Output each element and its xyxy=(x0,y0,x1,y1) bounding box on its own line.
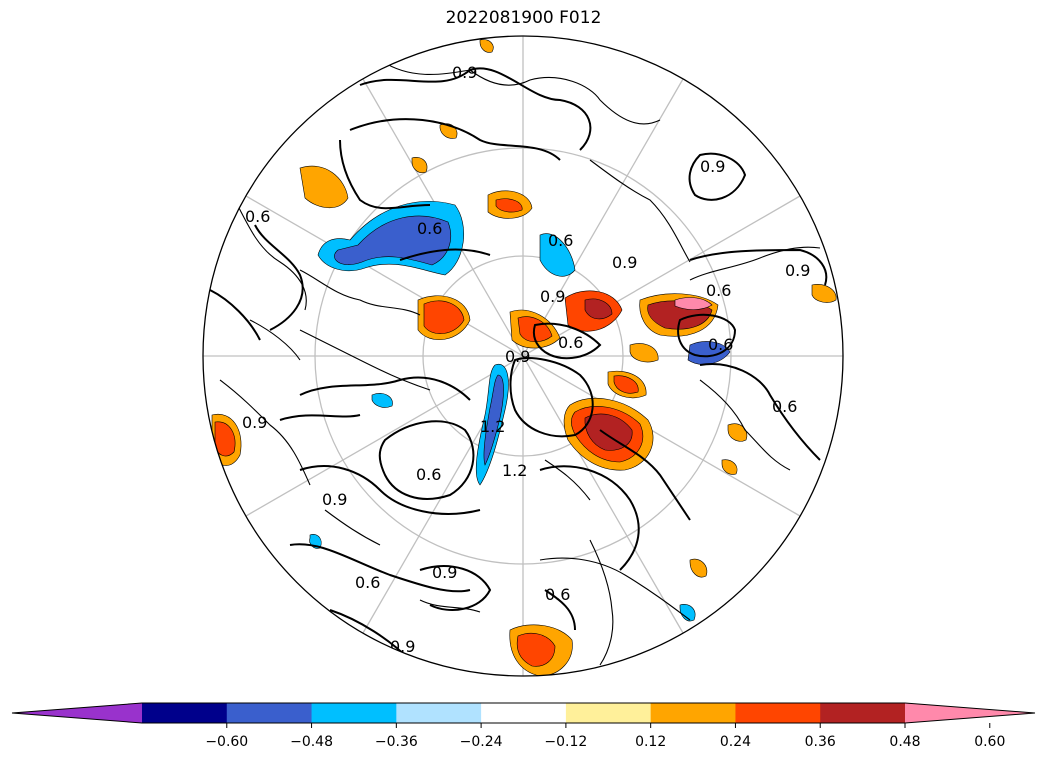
map-title: 2022081900 F012 xyxy=(445,8,602,28)
contour-label: 0.9 xyxy=(700,157,725,176)
contour-label: 0.9 xyxy=(540,287,565,306)
contour-label: 0.6 xyxy=(772,397,797,416)
colorbar-tick-label: 0.12 xyxy=(635,734,666,750)
contour-label: 1.2 xyxy=(480,417,505,436)
contour-label: 0.9 xyxy=(612,253,637,272)
contour-label: 0.9 xyxy=(432,563,457,582)
colorbar-segment xyxy=(481,703,567,723)
anomaly-patch xyxy=(423,300,465,334)
colorbar-segment xyxy=(820,703,906,723)
contour-label: 0.9 xyxy=(785,261,810,280)
colorbar-segment xyxy=(396,703,482,723)
contour-label: 0.6 xyxy=(417,219,442,238)
colorbar-tick-label: −0.24 xyxy=(460,734,503,750)
colorbar-tick-label: 0.36 xyxy=(805,734,836,750)
anomaly-patch xyxy=(721,459,738,475)
anomaly-patch xyxy=(371,393,393,408)
colorbar-tick-label: 0.24 xyxy=(720,734,751,750)
anomaly-patch xyxy=(516,633,556,667)
colorbar: −0.60 −0.48 −0.36 −0.24 −0.12 0.12 0.24 0.36 0.4… xyxy=(11,702,1036,750)
coastlines xyxy=(219,59,821,666)
colorbar-segment xyxy=(565,703,652,723)
contour-label: 0.6 xyxy=(416,465,441,484)
anomaly-patch xyxy=(584,298,613,320)
anomaly-patch xyxy=(299,165,349,209)
colorbar-tick-label: −0.36 xyxy=(375,734,418,750)
contour-label: 0.9 xyxy=(452,63,477,82)
contour-label: 0.9 xyxy=(322,490,347,509)
anomaly-patch xyxy=(687,341,731,365)
contour-label: 0.6 xyxy=(548,231,573,250)
colorbar-tick-label: −0.48 xyxy=(290,734,333,750)
anomaly-patch xyxy=(495,198,523,213)
map-boundary xyxy=(202,35,844,677)
anomaly-patch xyxy=(679,604,696,622)
anomaly-patch xyxy=(674,297,713,310)
colorbar-segment xyxy=(311,703,397,723)
colorbar-extend-high xyxy=(905,703,1035,723)
anomaly-patch xyxy=(411,157,428,173)
contour-label: 0.6 xyxy=(355,573,380,592)
colorbar-outline xyxy=(11,702,1036,724)
contour-label: 0.6 xyxy=(708,335,733,354)
anomaly-contours xyxy=(209,67,828,661)
colorbar-tick-label: −0.12 xyxy=(544,734,587,750)
contour-label: 0.9 xyxy=(242,413,267,432)
contour-label: 0.9 xyxy=(505,347,530,366)
colorbar-tick-label: −0.60 xyxy=(205,734,248,750)
colorbar-extend-low xyxy=(12,703,142,723)
colorbar-tick-label: 0.48 xyxy=(889,734,920,750)
colorbar-segment xyxy=(226,703,313,723)
anomaly-patch xyxy=(727,423,748,442)
anomaly-patch xyxy=(629,343,659,363)
contour-label: 0.6 xyxy=(284,591,309,610)
contour-label: 1.2 xyxy=(502,461,527,480)
anomaly-patch xyxy=(483,374,504,466)
colorbar-tick-label: 0.60 xyxy=(974,734,1005,750)
colorbar-segment xyxy=(735,703,821,723)
polar-map: 0.9 0.9 0.6 0.6 0.6 0.9 0.9 0.9 0.6 0.6 … xyxy=(203,36,843,676)
contour-label: 0.6 xyxy=(545,585,570,604)
contour-label: 0.6 xyxy=(706,281,731,300)
colorbar-segment xyxy=(142,703,228,723)
anomaly-patch xyxy=(479,39,494,53)
contour-label: 0.6 xyxy=(245,207,270,226)
anomaly-patch xyxy=(811,284,837,303)
anomaly-patch xyxy=(334,215,452,266)
contour-label: 0.6 xyxy=(558,333,583,352)
anomaly-patch xyxy=(539,233,576,277)
anomaly-patch xyxy=(689,558,708,578)
colorbar-segment xyxy=(650,703,736,723)
anomaly-patch xyxy=(613,375,639,394)
contour-labels: 0.9 0.9 0.6 0.6 0.6 0.9 0.9 0.9 0.6 0.6 … xyxy=(242,63,810,656)
